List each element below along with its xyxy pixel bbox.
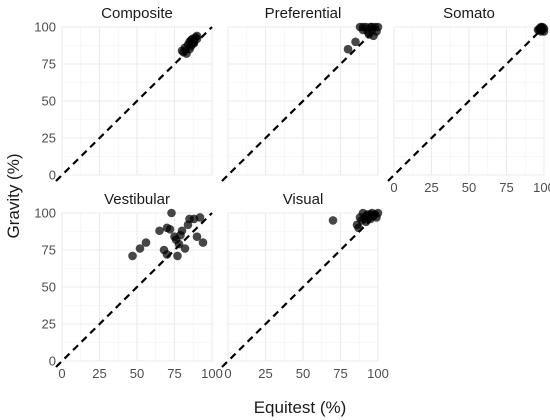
- y-tick-label: 0: [49, 354, 56, 369]
- data-point: [536, 24, 546, 33]
- x-tick-label: 75: [499, 180, 513, 195]
- grid-lines: [393, 26, 545, 176]
- x-tick-label: 100: [367, 366, 389, 381]
- panel-title: Vestibular: [104, 191, 170, 208]
- data-point: [180, 244, 190, 253]
- x-tick-label: 0: [224, 366, 231, 381]
- data-point: [141, 238, 151, 247]
- data-point: [373, 22, 383, 32]
- x-tick-label: 50: [130, 366, 144, 381]
- data-point: [177, 226, 187, 236]
- x-tick-label: 100: [201, 366, 223, 381]
- y-tick-label: 0: [49, 168, 56, 183]
- data-point: [198, 238, 208, 247]
- data-point: [354, 223, 363, 233]
- identity-reference-line: [221, 212, 379, 368]
- y-tick-label: 25: [42, 131, 56, 146]
- panels-layer: Composite 0 25 50 75 100 Preferential Somato 0 25…: [34, 5, 550, 381]
- data-point: [195, 213, 205, 222]
- data-point: [165, 224, 175, 234]
- panel-vestibular: Vestibular 0 25 50 75 100 0 25 50 75 100: [34, 191, 223, 381]
- y-tick-label: 75: [42, 57, 56, 72]
- data-point: [351, 37, 360, 47]
- panel-title: Somato: [443, 5, 495, 22]
- data-point: [128, 251, 137, 261]
- data-point: [343, 44, 353, 54]
- panel-title: Preferential: [265, 5, 342, 22]
- panel-visual: Visual 0 25 50 75 100: [221, 191, 389, 381]
- data-point: [173, 251, 182, 261]
- grid-lines: [227, 26, 379, 176]
- data-point: [192, 232, 202, 241]
- data-point: [174, 239, 184, 249]
- x-tick-label: 25: [92, 366, 106, 381]
- x-tick-label: 0: [58, 366, 65, 381]
- y-tick-label: 50: [42, 280, 56, 295]
- x-tick-label: 75: [333, 366, 347, 381]
- panel-somato: Somato 0 25 50 75 100: [387, 5, 550, 195]
- x-tick-label: 75: [167, 366, 181, 381]
- panel-composite: Composite 0 25 50 75 100: [34, 5, 213, 183]
- x-tick-label: 50: [462, 180, 476, 195]
- x-tick-label: 100: [533, 180, 550, 195]
- y-axis-title: Gravity (%): [4, 154, 23, 239]
- x-tick-label: 25: [258, 366, 272, 381]
- data-point: [367, 22, 377, 32]
- data-point: [366, 210, 375, 219]
- data-point: [135, 244, 145, 253]
- data-point: [192, 31, 202, 41]
- data-point: [167, 208, 176, 218]
- data-point: [162, 250, 172, 259]
- data-point: [185, 214, 194, 224]
- data-point: [373, 208, 383, 218]
- y-tick-label: 50: [42, 94, 56, 109]
- data-point: [188, 38, 197, 48]
- panel-title: Visual: [283, 191, 324, 208]
- grid-lines: [61, 212, 213, 362]
- data-point: [358, 22, 368, 32]
- identity-reference-line: [55, 212, 213, 368]
- y-tick-label: 100: [34, 20, 56, 35]
- x-tick-label: 0: [390, 180, 397, 195]
- data-point: [328, 216, 338, 225]
- panel-title: Composite: [101, 5, 173, 22]
- data-point: [361, 217, 371, 227]
- data-point: [155, 226, 164, 236]
- y-tick-label: 25: [42, 317, 56, 332]
- x-tick-label: 25: [424, 180, 438, 195]
- identity-reference-line: [387, 26, 545, 182]
- y-tick-label: 100: [34, 206, 56, 221]
- panel-preferential: Preferential: [221, 5, 383, 182]
- x-axis-title: Equitest (%): [254, 398, 347, 417]
- identity-reference-line: [221, 26, 379, 182]
- x-tick-label: 50: [296, 366, 310, 381]
- y-tick-label: 75: [42, 243, 56, 258]
